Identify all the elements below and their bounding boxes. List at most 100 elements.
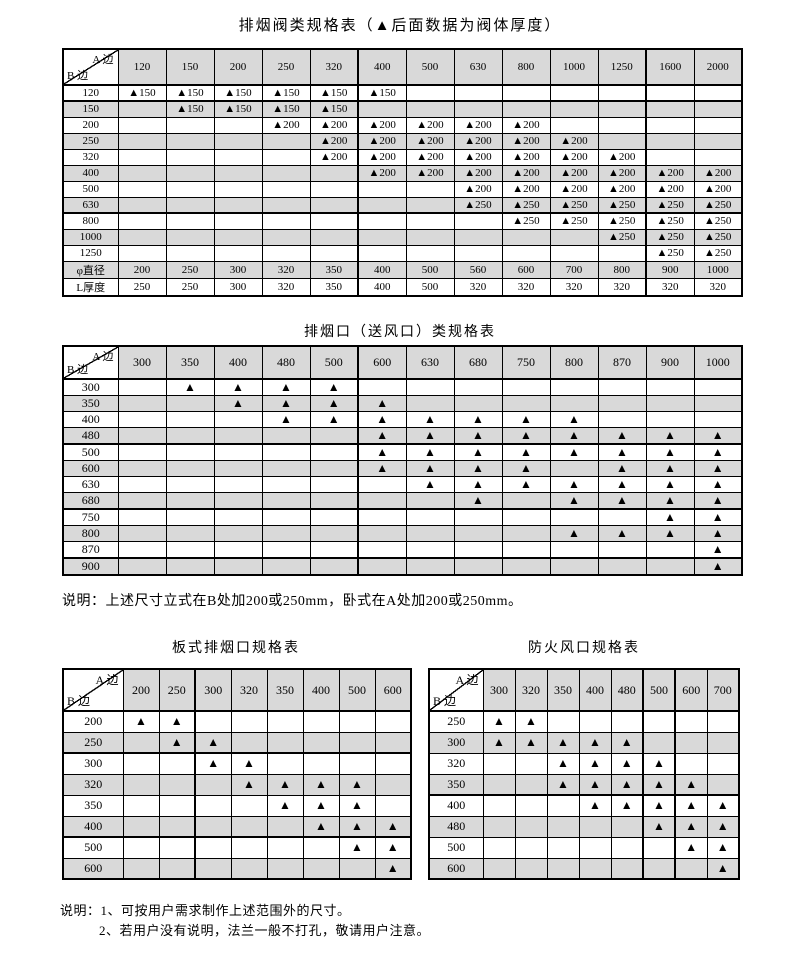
col-header: 400 <box>357 48 407 86</box>
spec-cell: 250 <box>117 277 167 296</box>
spec-cell <box>645 148 695 166</box>
spec-marker-cell: ▲150 <box>357 84 407 102</box>
spec-cell: 1000 <box>693 260 743 279</box>
corner-label-a: A 边 <box>95 673 119 687</box>
spec-cell <box>549 395 599 412</box>
spec-marker-cell: ▲150 <box>213 84 263 102</box>
row-header: 800 <box>62 212 119 230</box>
spec-cell <box>230 857 268 880</box>
spec-cell <box>117 378 167 396</box>
spec-cell <box>158 752 196 775</box>
spec-marker-cell: ▲ <box>578 731 612 754</box>
spec-cell <box>165 148 215 166</box>
spec-cell <box>261 557 311 576</box>
spec-cell: 320 <box>453 277 503 296</box>
spec-marker-cell: ▲ <box>706 794 740 817</box>
spec-cell <box>302 710 340 733</box>
spec-cell <box>357 100 407 118</box>
spec-cell: 300 <box>213 260 263 279</box>
spec-cell <box>213 443 263 461</box>
spec-marker-cell: ▲ <box>693 541 743 559</box>
spec-marker-cell: ▲200 <box>405 116 455 134</box>
spec-cell <box>309 228 359 246</box>
col-header: 900 <box>645 345 695 380</box>
spec-cell <box>266 710 304 733</box>
spec-cell <box>261 460 311 477</box>
spec-cell <box>405 508 455 526</box>
spec-marker-cell: ▲ <box>693 427 743 445</box>
spec-marker-cell: ▲200 <box>597 180 647 198</box>
spec-cell <box>610 815 644 838</box>
col-header: 630 <box>405 345 455 380</box>
spec-cell <box>261 244 311 262</box>
spec-cell <box>165 525 215 542</box>
col-header: 200 <box>122 668 160 712</box>
row-header: 350 <box>428 773 484 796</box>
spec-cell <box>645 395 695 412</box>
col-header: 300 <box>117 345 167 380</box>
spec-cell <box>213 244 263 262</box>
row-header: 200 <box>62 710 124 733</box>
spec-cell <box>482 857 516 880</box>
spec-cell <box>501 492 551 510</box>
spec-cell: 250 <box>165 277 215 296</box>
outlet-table-note: 说明：上述尺寸立式在B处加200或250mm，卧式在A处加200或250mm。 <box>62 594 523 609</box>
spec-cell <box>514 836 548 859</box>
spec-marker-cell: ▲ <box>549 492 599 510</box>
spec-marker-cell: ▲200 <box>645 180 695 198</box>
spec-cell <box>405 180 455 198</box>
spec-cell: 800 <box>597 260 647 279</box>
spec-marker-cell: ▲ <box>546 731 580 754</box>
spec-marker-cell: ▲200 <box>693 180 743 198</box>
spec-cell <box>261 443 311 461</box>
spec-marker-cell: ▲150 <box>309 100 359 118</box>
corner-label-a: A 边 <box>455 673 479 687</box>
spec-marker-cell: ▲ <box>374 836 412 859</box>
spec-cell <box>261 525 311 542</box>
spec-marker-cell: ▲250 <box>693 244 743 262</box>
spec-marker-cell: ▲ <box>266 794 304 817</box>
spec-marker-cell: ▲200 <box>453 164 503 182</box>
spec-marker-cell: ▲250 <box>549 212 599 230</box>
spec-marker-cell: ▲ <box>302 794 340 817</box>
spec-marker-cell: ▲ <box>357 427 407 445</box>
spec-cell <box>261 541 311 559</box>
spec-cell <box>549 116 599 134</box>
row-header: 300 <box>62 378 119 396</box>
spec-cell <box>309 525 359 542</box>
spec-marker-cell: ▲250 <box>501 196 551 214</box>
spec-cell <box>693 378 743 396</box>
spec-marker-cell: ▲200 <box>549 180 599 198</box>
row-header: 480 <box>428 815 484 838</box>
spec-cell <box>122 752 160 775</box>
spec-cell <box>117 148 167 166</box>
spec-cell <box>501 508 551 526</box>
spec-cell: 350 <box>309 260 359 279</box>
col-header: 400 <box>578 668 612 712</box>
col-header: 150 <box>165 48 215 86</box>
outlet-table-title: 排烟口（送风口）类规格表 <box>304 325 496 340</box>
spec-cell <box>213 132 263 150</box>
spec-marker-cell: ▲ <box>578 794 612 817</box>
row-header: 320 <box>62 148 119 166</box>
spec-marker-cell: ▲ <box>230 752 268 775</box>
row-header: 480 <box>62 427 119 445</box>
spec-cell <box>117 525 167 542</box>
row-header: L厚度 <box>62 277 119 296</box>
corner-label-b: B 边 <box>67 694 91 708</box>
spec-cell <box>117 164 167 182</box>
spec-cell <box>165 492 215 510</box>
spec-cell <box>597 395 647 412</box>
spec-cell <box>158 794 196 817</box>
spec-cell <box>549 460 599 477</box>
spec-marker-cell: ▲ <box>357 460 407 477</box>
row-header: 200 <box>62 116 119 134</box>
spec-marker-cell: ▲ <box>549 476 599 493</box>
spec-marker-cell: ▲ <box>357 411 407 428</box>
spec-cell <box>482 836 516 859</box>
spec-marker-cell: ▲200 <box>261 116 311 134</box>
spec-cell: 500 <box>405 277 455 296</box>
spec-cell <box>194 794 232 817</box>
spec-marker-cell: ▲250 <box>693 228 743 246</box>
